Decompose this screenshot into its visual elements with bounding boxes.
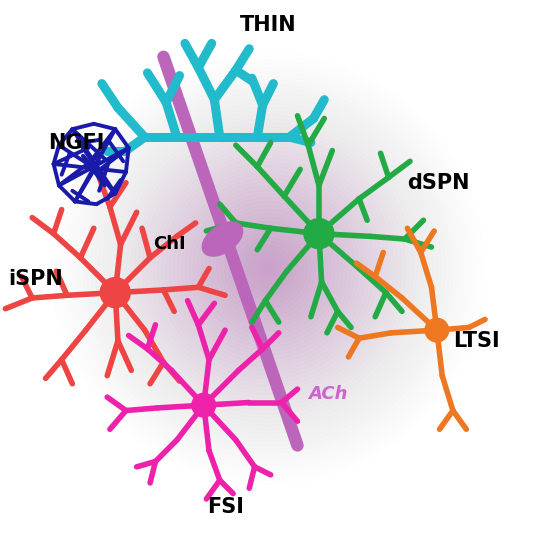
Circle shape <box>425 318 449 342</box>
Text: iSPN: iSPN <box>8 269 63 289</box>
Circle shape <box>304 219 334 249</box>
Ellipse shape <box>202 222 243 256</box>
Text: FSI: FSI <box>207 497 243 517</box>
Text: LTSI: LTSI <box>453 331 500 351</box>
Text: dSPN: dSPN <box>407 173 470 193</box>
Text: ChI: ChI <box>153 235 185 253</box>
Circle shape <box>100 278 130 308</box>
Text: ACh: ACh <box>308 386 348 403</box>
Text: THIN: THIN <box>240 14 296 34</box>
Circle shape <box>192 394 215 417</box>
Text: NGFI: NGFI <box>48 133 105 153</box>
